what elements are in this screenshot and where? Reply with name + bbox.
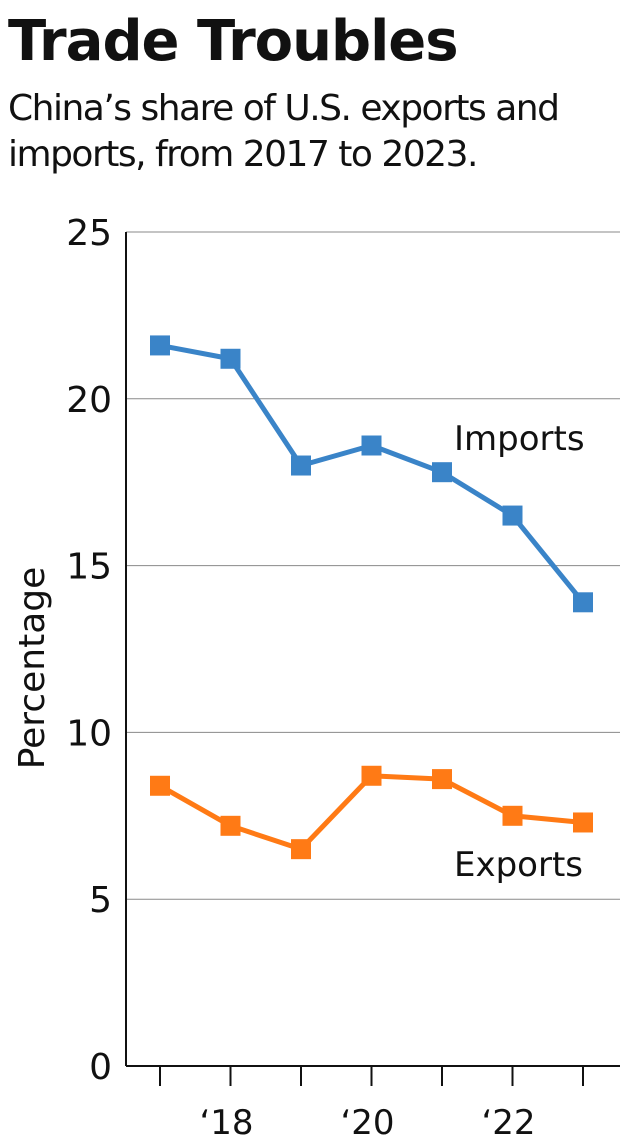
imports-marker	[220, 348, 241, 369]
exports-marker	[361, 765, 382, 786]
imports-marker	[291, 455, 311, 476]
y-tick-labels: 0 5 10 15 20 25	[66, 213, 112, 1088]
y-tick-label: 25	[66, 213, 112, 254]
exports-marker	[573, 812, 593, 833]
imports-marker	[502, 505, 523, 526]
exports-marker	[502, 805, 523, 826]
exports-marker	[220, 815, 241, 836]
axes	[125, 232, 620, 1067]
x-tick-label: ‘18	[199, 1103, 253, 1143]
series-group	[150, 335, 593, 860]
exports-marker	[432, 769, 452, 790]
imports-line	[159, 342, 585, 604]
chart-title: Trade Troubles	[8, 9, 459, 74]
imports-label: Imports	[454, 419, 585, 459]
x-tick-label: ‘20	[340, 1103, 394, 1143]
y-tick-label: 15	[66, 547, 112, 588]
x-ticks: ‘18 ‘20 ‘22	[159, 1066, 584, 1143]
y-tick-label: 5	[89, 880, 112, 921]
exports-marker	[150, 775, 170, 796]
y-tick-label: 0	[89, 1047, 112, 1088]
series-labels: Imports Exports	[454, 419, 585, 885]
y-tick-label: 10	[66, 713, 112, 754]
y-tick-label: 20	[66, 380, 112, 421]
gridlines	[126, 231, 620, 900]
imports-marker	[150, 335, 170, 356]
imports-marker	[361, 435, 382, 456]
exports-label: Exports	[454, 845, 583, 885]
imports-marker	[432, 462, 452, 483]
y-axis-title: Percentage	[12, 567, 53, 770]
imports-marker	[573, 592, 593, 613]
exports-marker	[291, 839, 311, 860]
x-tick-label: ‘22	[481, 1103, 535, 1143]
chart-subtitle: China’s share of U.S. exports and import…	[8, 88, 560, 175]
